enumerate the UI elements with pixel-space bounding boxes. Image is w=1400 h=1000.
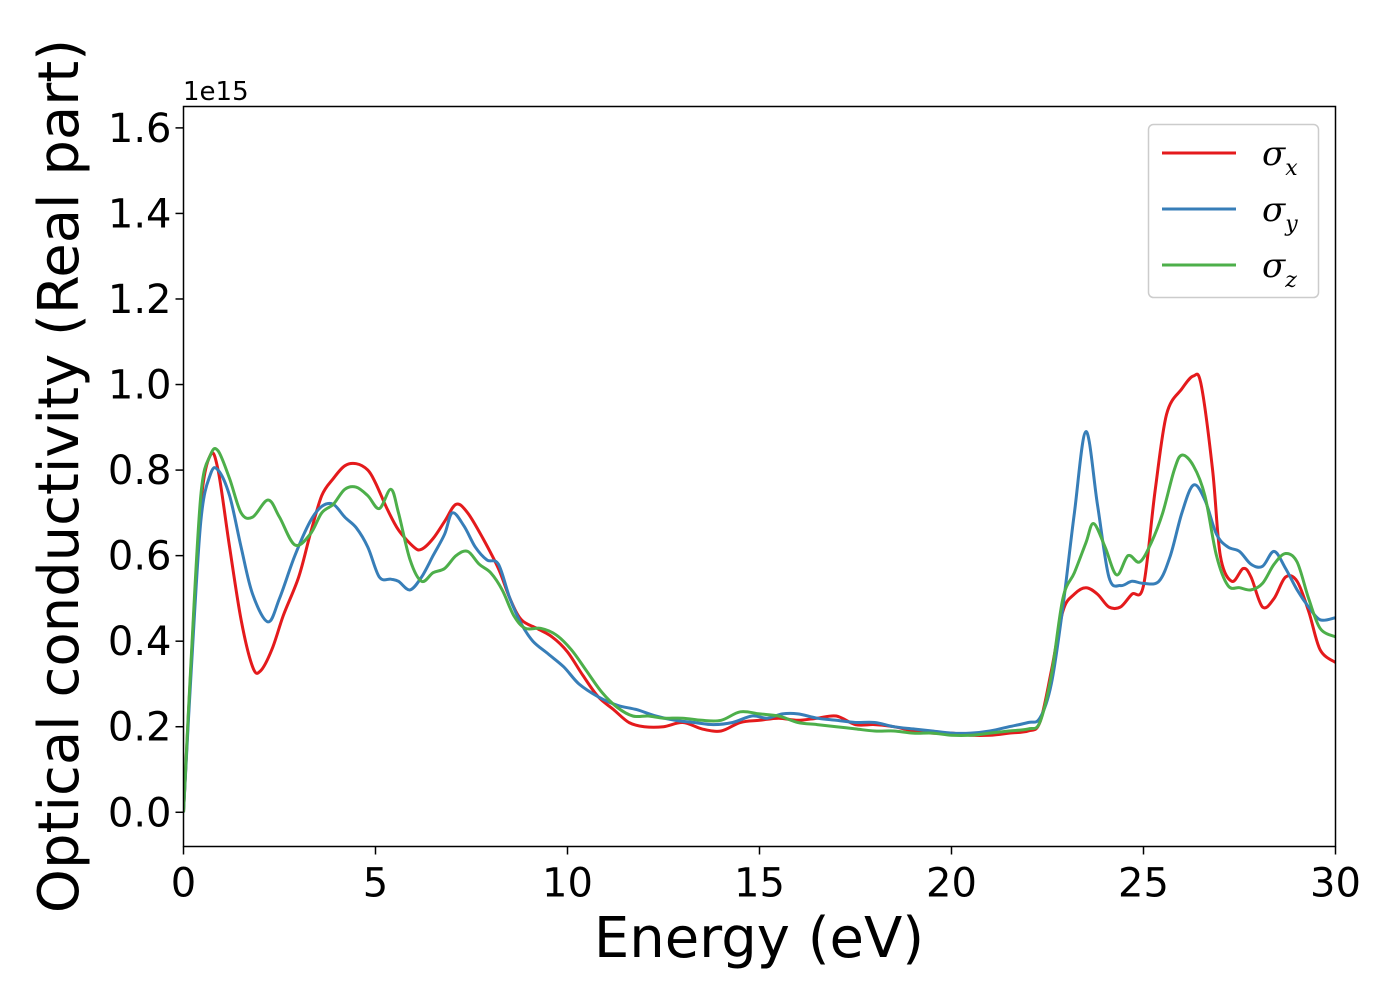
series-lines xyxy=(183,372,1336,813)
y-axis-label: Optical conductivity (Real part) xyxy=(27,39,92,913)
y-tick-label: 0.2 xyxy=(108,705,172,751)
x-tick-label: 20 xyxy=(926,861,977,907)
series-line-sigma-x xyxy=(183,372,1336,813)
y-tick-label: 0.6 xyxy=(108,534,172,580)
x-axis: 0 5 10 15 20 25 30 xyxy=(171,846,1361,907)
y-tick-label: 1.4 xyxy=(108,191,172,237)
legend-subscript: x xyxy=(1285,156,1298,181)
y-tick-label: 1.6 xyxy=(108,106,172,152)
y-tick-label: 1.2 xyxy=(108,277,172,323)
x-tick-label: 10 xyxy=(542,861,593,907)
legend-subscript: y xyxy=(1284,212,1298,237)
legend-subscript: z xyxy=(1284,268,1297,293)
series-line-sigma-z xyxy=(183,447,1336,813)
y-tick-label: 0.0 xyxy=(108,790,172,836)
y-tick-label: 0.4 xyxy=(108,619,172,665)
x-tick-label: 30 xyxy=(1310,861,1361,907)
legend-box xyxy=(1147,123,1320,299)
x-tick-label: 15 xyxy=(734,861,785,907)
y-axis: 0.0 0.2 0.4 0.6 0.8 1.0 1.2 1.4 1.6 xyxy=(108,106,184,836)
x-tick-label: 25 xyxy=(1118,861,1169,907)
x-axis-label: Energy (eV) xyxy=(594,906,924,971)
x-tick-label: 5 xyxy=(363,861,388,907)
series-line-sigma-y xyxy=(183,430,1336,813)
y-tick-label: 1.0 xyxy=(108,363,172,409)
x-tick-label: 0 xyxy=(171,861,196,907)
y-offset-label: 1e15 xyxy=(183,77,249,107)
y-tick-label: 0.8 xyxy=(108,448,172,494)
